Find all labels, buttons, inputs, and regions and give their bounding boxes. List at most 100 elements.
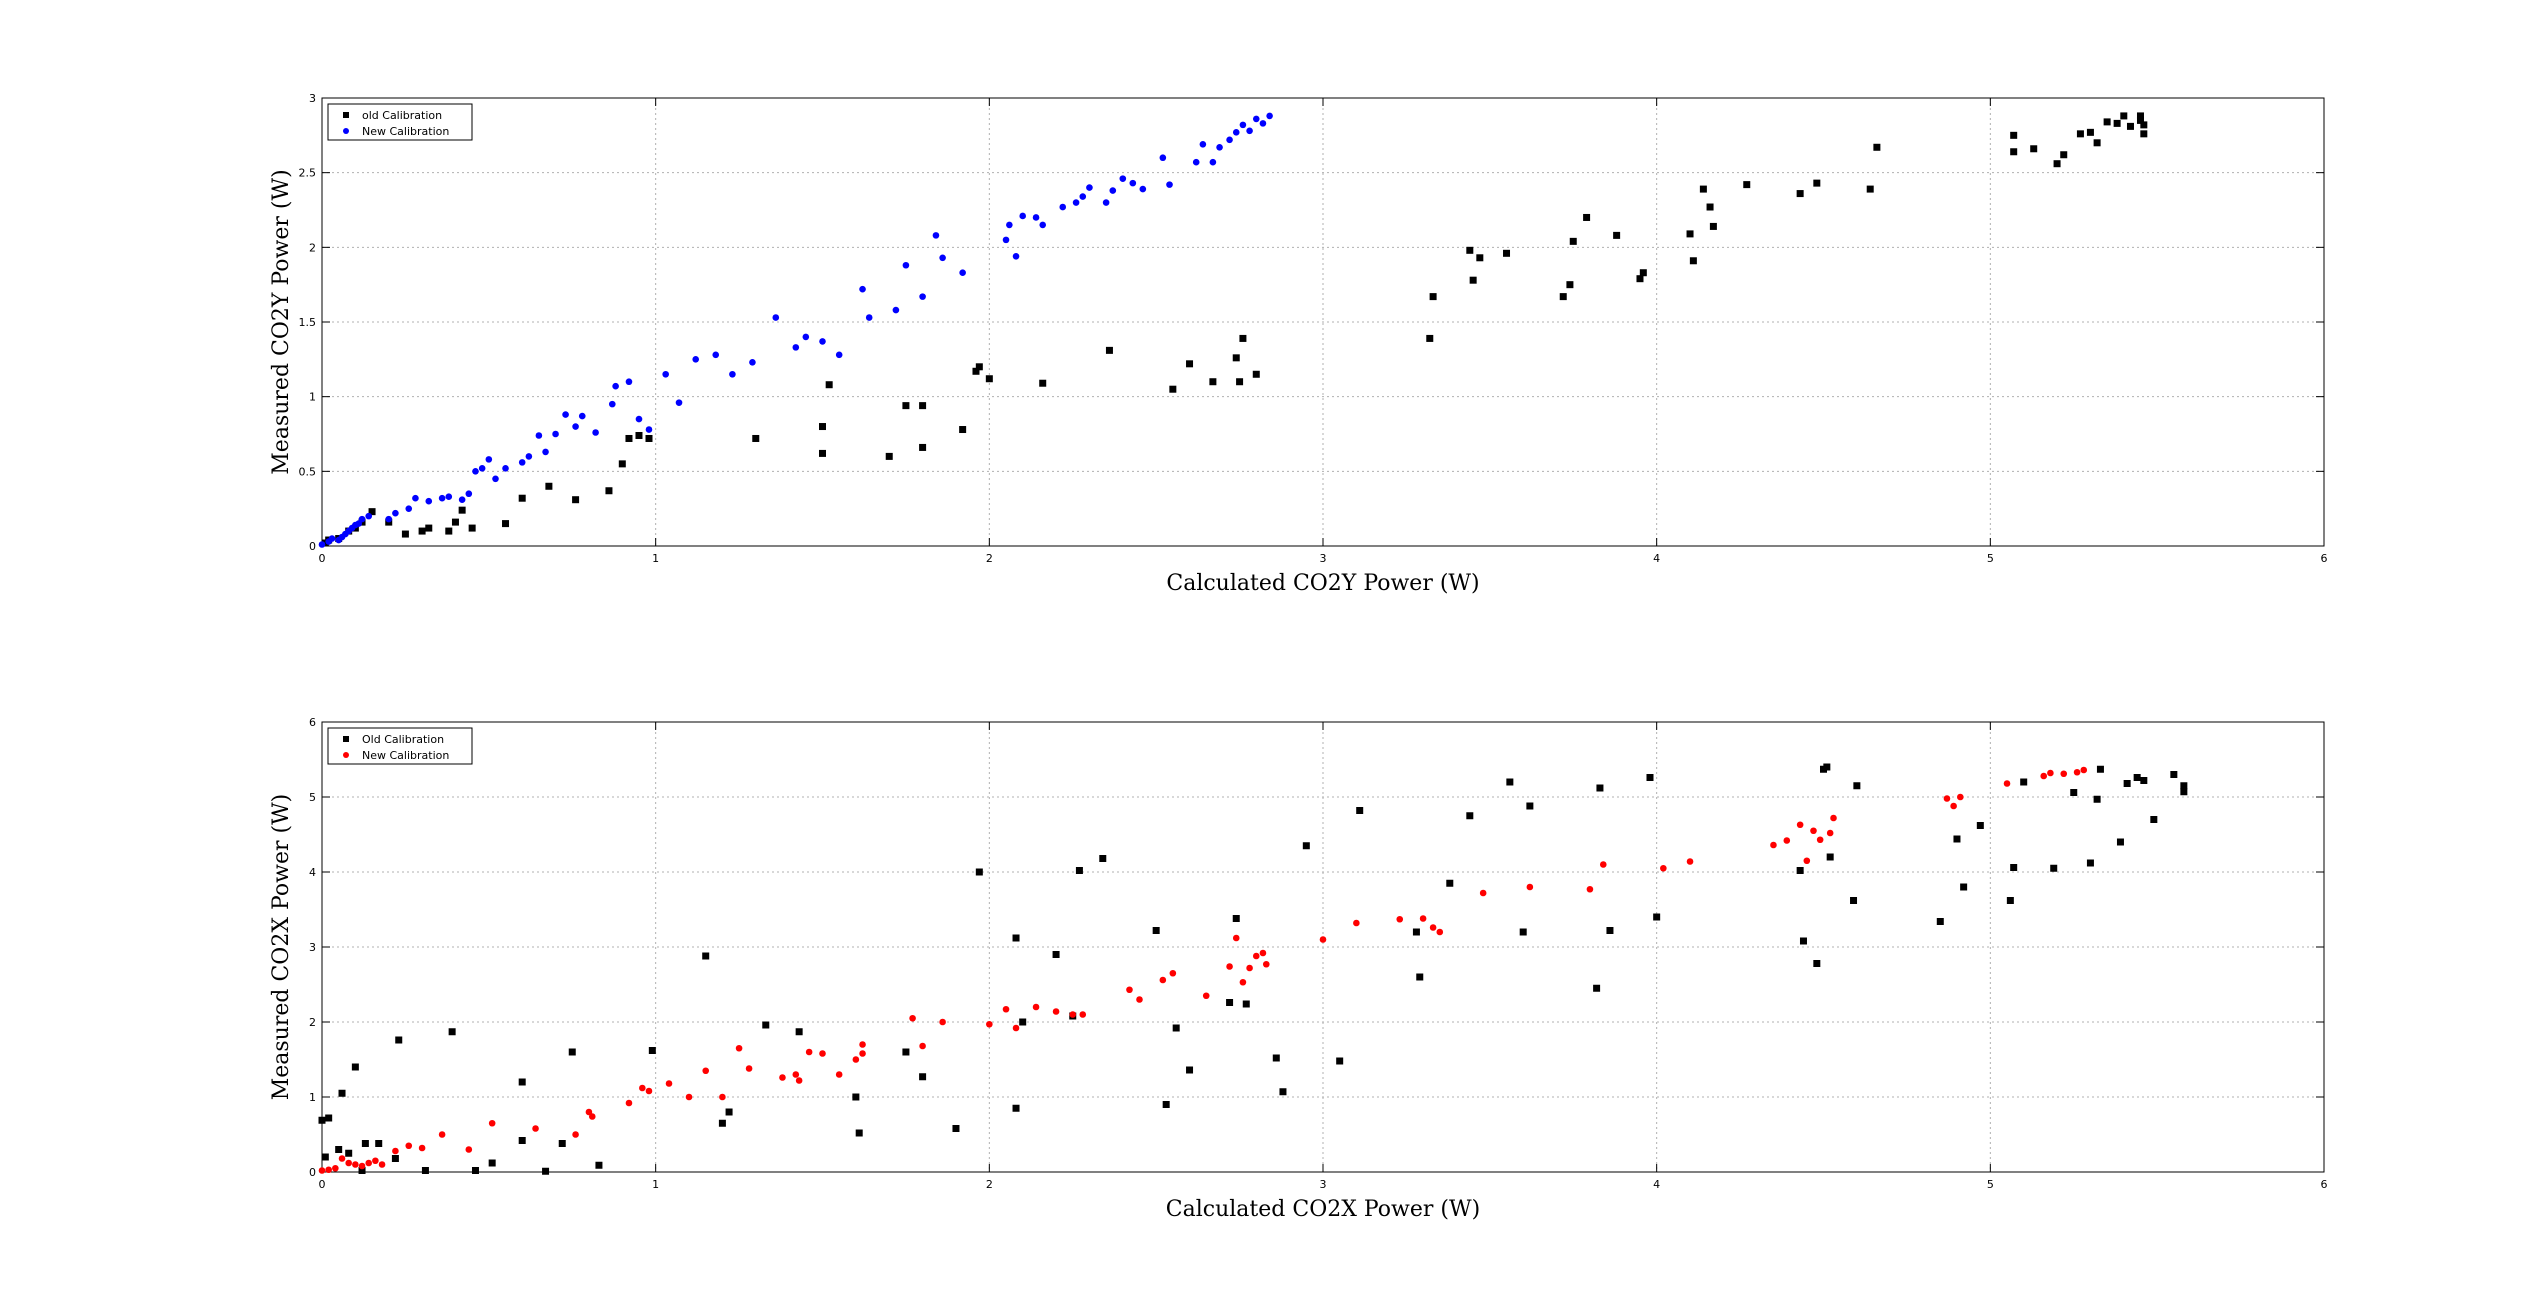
data-point-new [585,1108,593,1116]
data-point-old [2113,119,2121,127]
data-point-new [1246,127,1253,135]
data-point-old [2060,151,2068,159]
data-point-old [1850,897,1858,904]
y-tick-label: 0.5 [299,465,317,478]
data-point-old [1186,1066,1194,1074]
data-point-new [592,429,599,436]
data-point-new [1686,858,1694,865]
data-point-old [572,496,580,504]
data-point-old [1226,999,1234,1006]
data-point-old [1936,918,1944,925]
data-point-old [1416,973,1424,981]
data-point-old [1105,346,1113,354]
data-point-old [1209,378,1217,386]
data-point-new [438,494,446,502]
data-point-new [578,412,586,420]
data-point-old [2136,112,2144,120]
x-tick-label: 5 [1987,1178,1994,1191]
data-point-old [2120,112,2128,120]
data-point-new [465,1146,473,1153]
data-point-new [1252,115,1260,123]
data-point-old [2030,145,2038,153]
data-point-old [335,1146,343,1153]
data-point-old [518,494,526,502]
data-point-old [1953,835,1961,843]
data-point-new [1006,221,1013,229]
data-point-old [919,402,927,410]
x-tick-label: 4 [1653,552,1660,565]
data-point-new [338,1155,346,1162]
data-point-new [2040,772,2048,780]
data-point-old [1799,937,1807,945]
data-point-new [1216,143,1223,151]
data-point-old [451,518,459,526]
data-point-old [395,1036,403,1044]
data-point-old [1606,927,1614,934]
data-point-old [1162,1101,1170,1108]
data-point-new [588,1113,596,1120]
data-point-new [745,1065,753,1072]
data-point-old [468,524,476,532]
data-point-new [405,505,413,512]
legend-entry-label: New Calibration [362,749,449,762]
data-point-old [458,506,466,514]
data-point-old [819,423,826,431]
data-point-new [1830,814,1837,822]
data-point-new [425,497,433,505]
data-point-old [919,1073,927,1081]
data-point-new [478,465,486,472]
data-point-new [378,1161,386,1168]
data-point-old [825,381,833,389]
data-point-old [752,434,760,442]
data-point-old [2020,778,2028,786]
data-point-old [2076,130,2084,138]
data-point-old [1873,143,1881,151]
data-point-old [1075,867,1083,874]
data-point-new [1770,841,1777,849]
data-point-new [625,1099,633,1107]
data-point-new [1079,1011,1087,1018]
data-point-new [465,490,473,498]
data-point-old [1689,257,1697,265]
data-point-old [1636,275,1644,283]
data-point-new [1012,1024,1020,1032]
data-point-new [1002,236,1010,244]
data-point-old [558,1140,566,1147]
data-point-new [639,1084,646,1092]
data-point-new [685,1093,693,1101]
data-point-old [1099,855,1107,862]
data-point-old [1813,179,1821,187]
data-point-old [1613,231,1621,239]
data-point-old [959,426,967,434]
data-point-old [325,1114,333,1122]
data-point-old [1426,334,1434,342]
data-point-old [855,1129,863,1137]
data-point-old [1593,984,1601,992]
data-point-old [2116,838,2124,846]
data-point-old [445,527,453,535]
data-point-new [1032,1003,1040,1011]
data-point-new [2003,780,2011,787]
legend-entry-label: old Calibration [362,109,442,122]
data-point-old [1853,782,1861,790]
data-point-new [859,285,866,293]
data-point-new [572,423,579,430]
data-point-new [532,1125,539,1132]
data-point-new [485,456,493,463]
data-point-new [445,493,453,501]
data-point-old [2140,121,2148,129]
data-point-old [1796,867,1804,874]
data-point-old [1559,293,1567,301]
data-point-old [2170,771,2178,778]
data-point-new [502,465,509,472]
data-point-new [1139,185,1147,193]
data-point-old [542,1167,550,1175]
data-point-new [1169,969,1177,977]
data-point-old [2140,777,2148,784]
data-point-new [418,1144,426,1152]
legend-box [327,103,473,141]
data-point-new [458,496,466,504]
data-point-old [1186,360,1194,368]
legend-entry-label: New Calibration [362,125,449,138]
data-point-new [1032,214,1040,221]
